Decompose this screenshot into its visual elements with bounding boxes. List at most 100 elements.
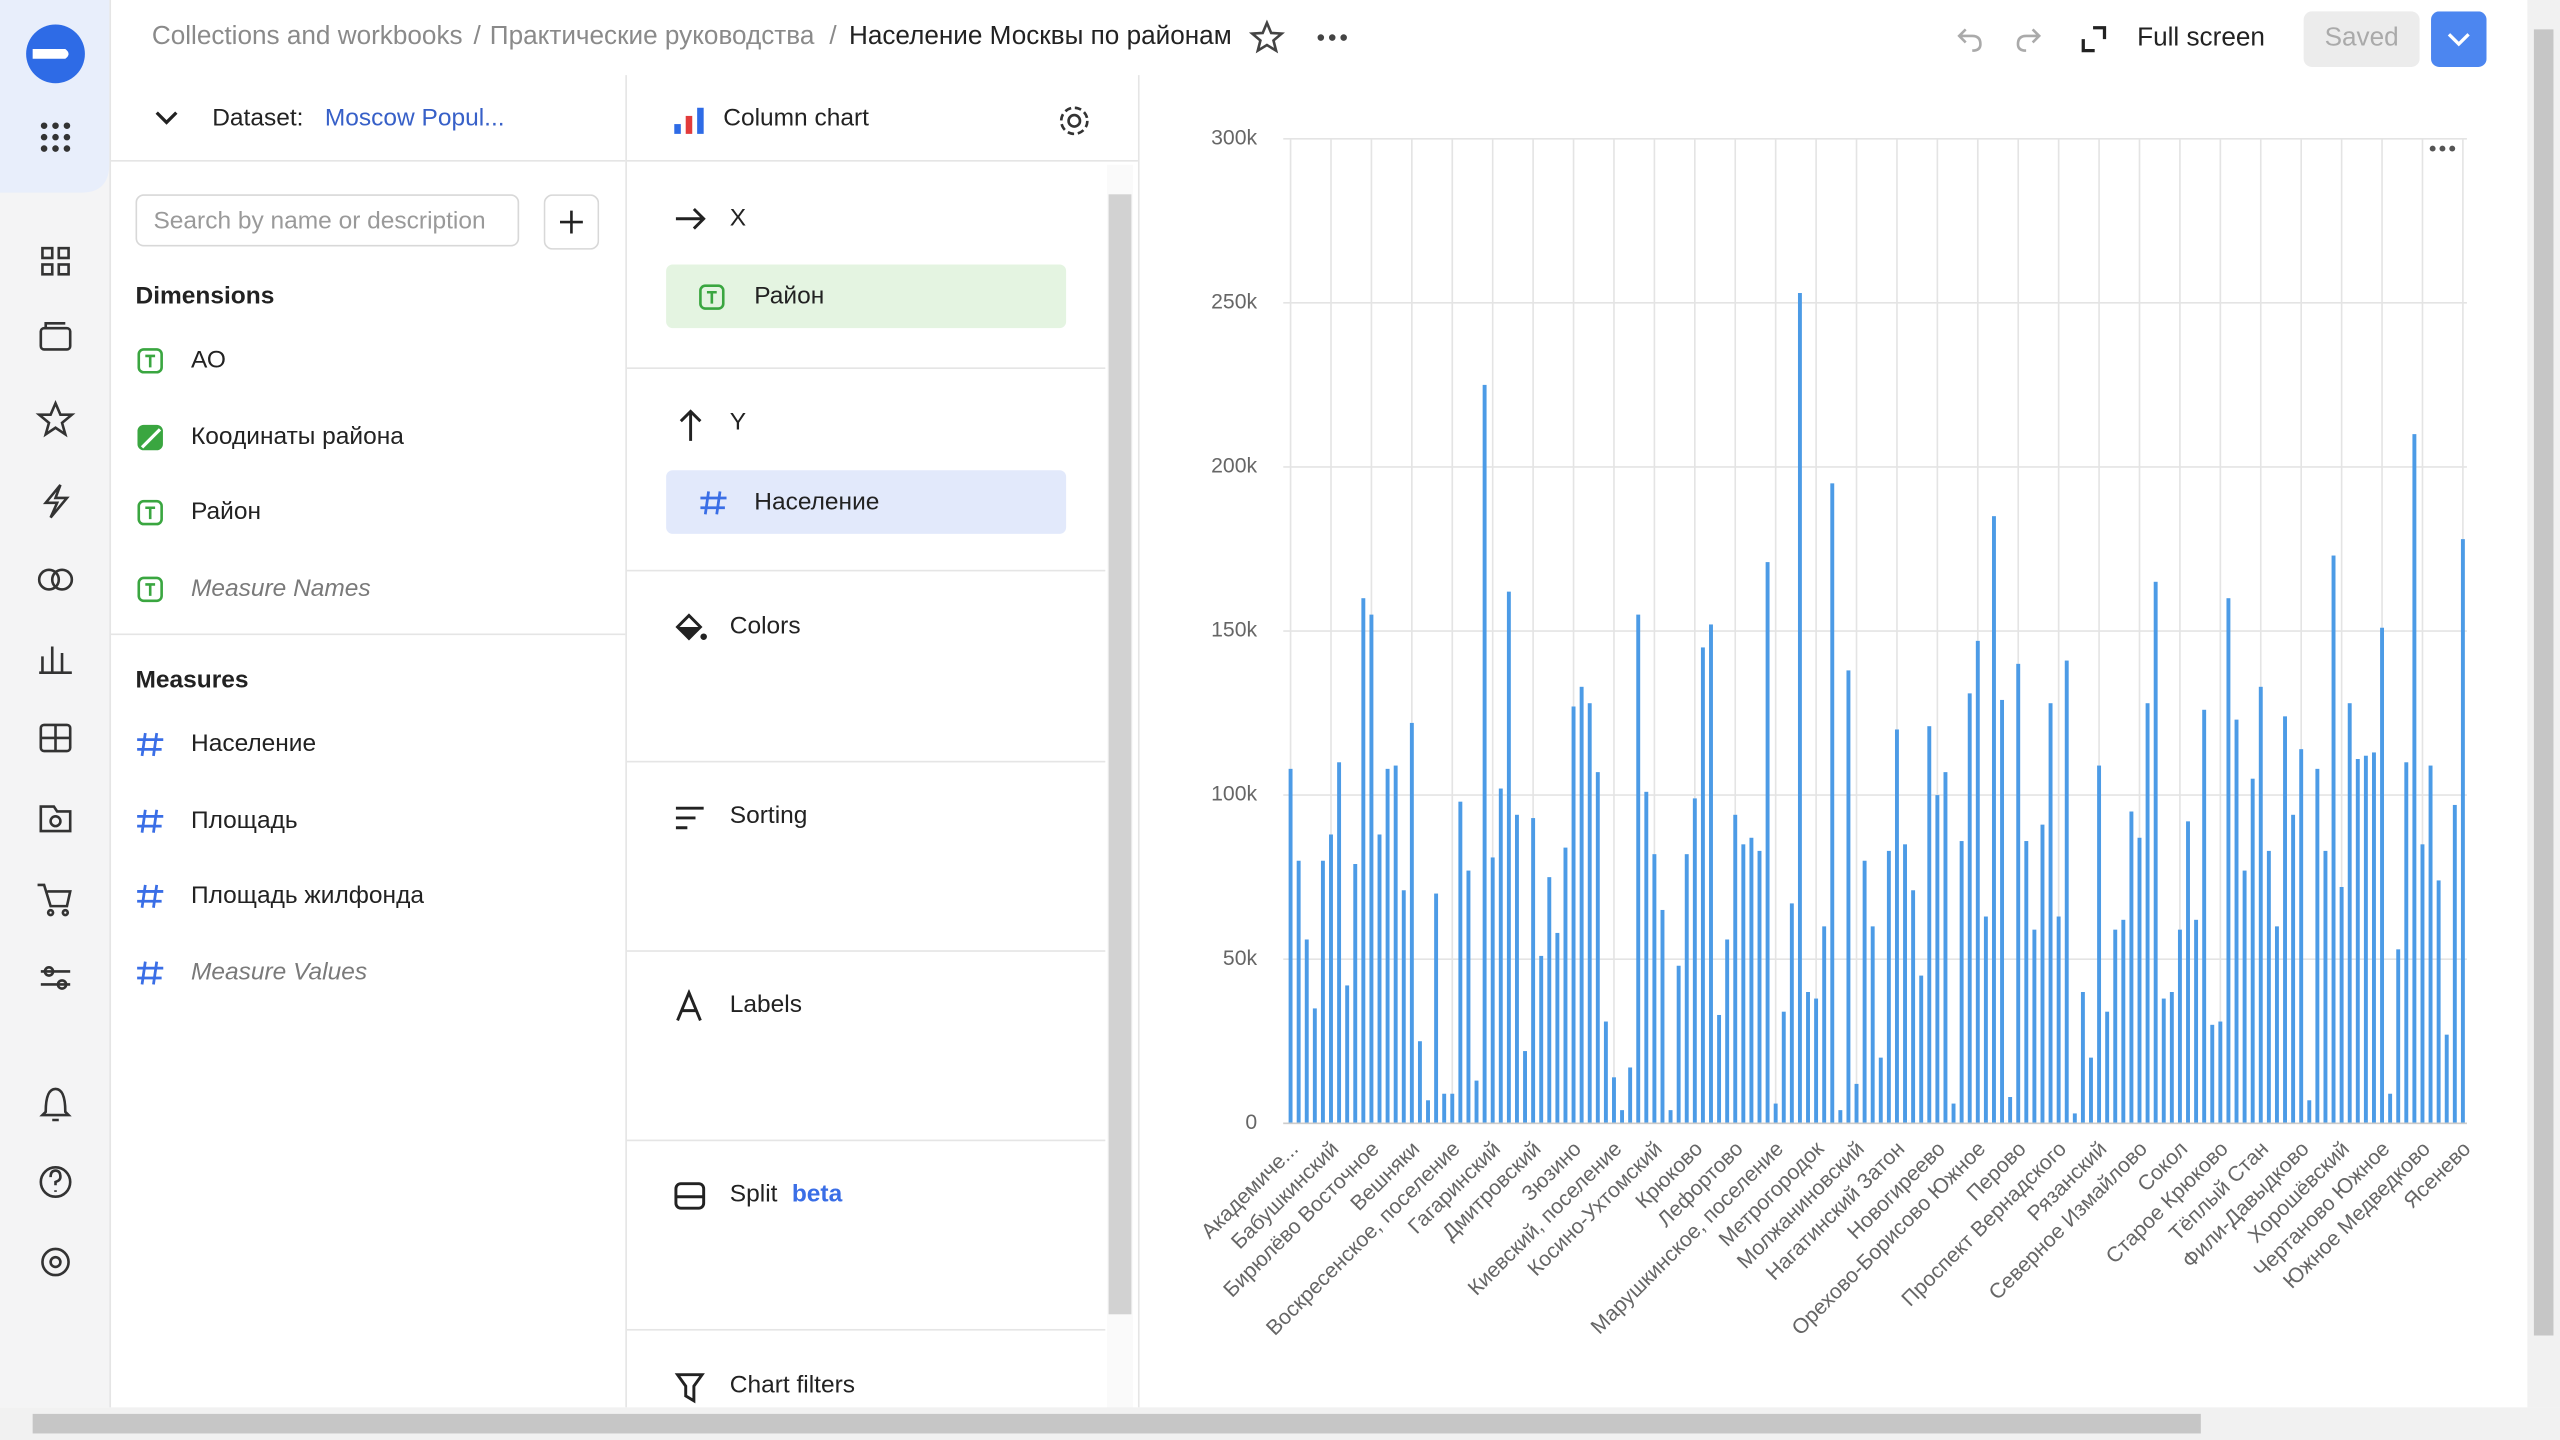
bar [1385,768,1390,1124]
bar [2097,765,2102,1124]
bar [2113,929,2118,1124]
measure-field[interactable]: Площадь жилфонда [191,881,425,910]
breadcrumb[interactable]: Collections and workbooks [151,22,463,51]
bar [1377,834,1382,1124]
dimension-field[interactable]: Район [191,497,261,526]
bar [1862,860,1867,1124]
bar [2258,686,2263,1124]
bar [2202,709,2207,1124]
collapse-icon[interactable] [153,108,179,131]
labels-section[interactable]: Labels [729,991,802,1019]
x-field[interactable]: Район [666,264,1067,329]
bar [1967,693,1972,1124]
full-screen-button[interactable]: Full screen [2137,24,2265,53]
header-icons[interactable] [1247,19,1361,56]
dimension-icon [137,499,163,526]
bar [1846,670,1851,1124]
breadcrumb-current: Население Москвы по районам [848,22,1232,51]
nav-sidebar [0,0,112,1408]
bar [1733,814,1738,1124]
chart-type[interactable]: Column chart [723,104,869,133]
bar [1644,791,1649,1124]
bar [1668,1110,1673,1124]
dimension-field[interactable]: АО [191,346,226,374]
bar [1482,384,1487,1124]
bar [1361,598,1366,1124]
bar [1975,640,1980,1124]
bar [1814,998,1819,1124]
bar [1458,801,1463,1124]
bar [1789,903,1794,1124]
bar [1943,772,1948,1124]
bar [1903,844,1907,1124]
bar [2355,759,2360,1124]
sorting-section[interactable]: Sorting [729,801,808,830]
bar [1498,788,1503,1124]
colors-icon [675,613,707,641]
measure-field[interactable]: Measure Values [191,957,368,986]
bar [1555,932,1560,1124]
bar [1806,991,1810,1124]
bar [1797,293,1802,1124]
measure-icon [136,730,165,759]
bar [1822,926,1827,1124]
bar [2388,1093,2393,1124]
page-scrollbar-h[interactable] [0,1407,2560,1440]
bar [1652,854,1657,1124]
measure-icon [136,958,165,987]
measure-field[interactable]: Население [191,729,317,758]
bar [2444,1034,2449,1124]
bar [1951,1103,1956,1124]
bar [1603,1021,1608,1124]
wizard-scrollbar[interactable] [1106,164,1134,1408]
bar [1765,562,1770,1124]
split-section[interactable]: Split [729,1180,778,1209]
save-menu-button[interactable] [2431,11,2487,67]
nav-icons [0,0,110,1277]
fields-panel: Dataset: Moscow Popul... Search by name … [111,75,627,1408]
dataset-name[interactable]: Moscow Popul... [324,104,505,133]
bar [1369,614,1374,1124]
bar [1345,985,1350,1124]
bar [2089,1057,2093,1124]
dimension-field[interactable]: Коодинаты района [191,422,404,450]
bar [2024,841,2029,1124]
colors-section[interactable]: Colors [729,612,801,640]
bar [2186,821,2190,1124]
bar [2048,703,2053,1124]
breadcrumb[interactable]: Практические руководства [489,22,815,51]
measure-field[interactable]: Площадь [191,805,298,834]
bar [2169,991,2174,1124]
bar [2460,539,2465,1124]
bar [2380,627,2385,1124]
bar [1612,1077,1616,1124]
bar [1749,837,1754,1124]
bar [2000,699,2005,1124]
bar [1741,844,1746,1124]
measures-title: Measures [135,666,249,694]
dimension-field[interactable]: Measure Names [191,573,371,602]
chart-menu[interactable] [2429,145,2456,152]
bar [1894,729,1899,1124]
x-icon [675,207,706,230]
add-field-button[interactable] [543,194,600,250]
search-input[interactable]: Search by name or description [135,194,520,247]
bar [2105,1011,2110,1124]
bar [1886,850,1891,1124]
bar [1919,975,1924,1124]
page-scrollbar-v[interactable] [2527,0,2560,1408]
chart-type-icon [674,107,704,134]
bar [2194,919,2199,1124]
bar [1417,1041,1422,1124]
y-field[interactable]: Население [666,470,1067,534]
dimension-icon [137,348,163,374]
bar [1935,795,1940,1124]
settings-icon[interactable] [1055,101,1094,140]
bar [1595,772,1600,1124]
toolbar-icons[interactable] [1953,20,2116,59]
bar [1684,854,1689,1124]
saved-button[interactable]: Saved [2303,11,2420,67]
bar [2452,804,2457,1124]
bar [1320,860,1325,1124]
filters-section[interactable]: Chart filters [729,1371,855,1400]
